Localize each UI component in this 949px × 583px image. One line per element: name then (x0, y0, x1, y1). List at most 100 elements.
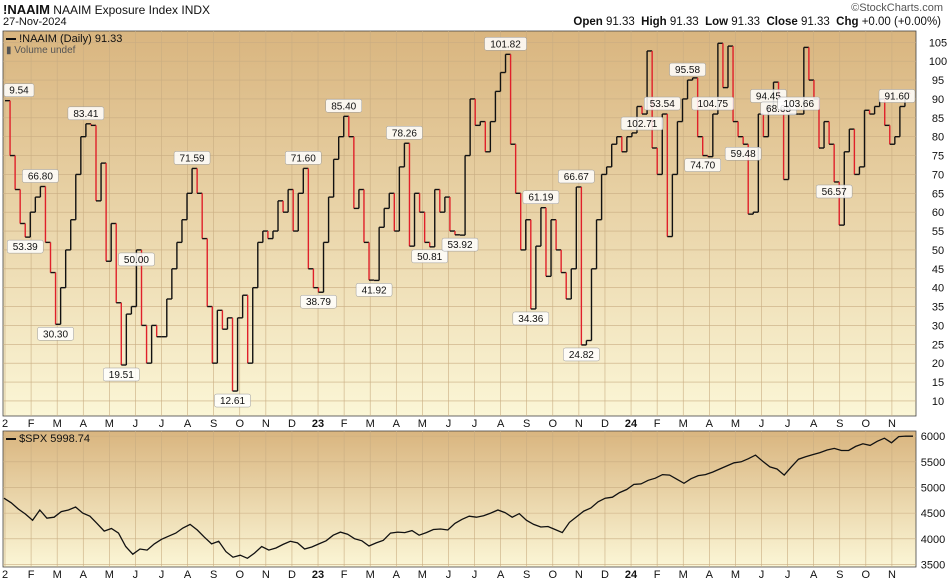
y-tick-label-upper: 95 (932, 75, 944, 87)
y-tick-label-upper: 20 (932, 358, 944, 370)
x-tick-label-upper: J (446, 418, 452, 430)
x-tick-label-upper: N (575, 418, 583, 430)
y-tick-label-upper: 30 (932, 320, 944, 332)
x-tick-label-upper: M (731, 418, 740, 430)
annotation-label: 91.60 (884, 91, 909, 102)
y-tick-label-lower: 5500 (921, 457, 945, 469)
x-tick-label-lower: S (523, 569, 530, 581)
annotation-label: 59.48 (731, 149, 756, 160)
annotation-box (620, 116, 664, 131)
legend-lower: $SPX 5998.74 (6, 433, 90, 445)
x-tick-label-lower: N (575, 569, 583, 581)
y-tick-label-lower: 3500 (921, 559, 945, 571)
x-tick-label-lower: A (80, 569, 88, 581)
annotation-box (325, 99, 362, 113)
annotation-label: 53.54 (650, 99, 675, 110)
y-tick-label-upper: 25 (932, 339, 944, 351)
y-tick-label-upper: 85 (932, 113, 944, 125)
x-tick-label-upper: J (759, 418, 765, 430)
annotation-label: 50.00 (124, 255, 149, 266)
y-tick-label-upper: 35 (932, 302, 944, 314)
annotation-label: 56.57 (822, 187, 847, 198)
symbol-name: NAAIM Exposure Index (53, 3, 179, 17)
annotation-label: 83.41 (73, 109, 98, 120)
annotation-label: 66.80 (28, 172, 53, 183)
x-tick-label-upper: O (549, 418, 558, 430)
x-tick-label-lower: O (235, 569, 244, 581)
x-tick-label-lower: O (549, 569, 558, 581)
annotation-label: 34.36 (518, 314, 543, 325)
x-tick-label-upper: D (601, 418, 609, 430)
x-tick-label-upper: A (393, 418, 401, 430)
annotation-box (441, 237, 479, 252)
chart-title: !NAAIM NAAIM Exposure Index INDX (3, 2, 210, 17)
x-tick-label-upper: 23 (312, 418, 324, 430)
annotation-box (386, 126, 423, 140)
annotation-label: 19.51 (109, 370, 134, 381)
annotation-label: 94.45 (756, 91, 781, 102)
annotation-box (724, 146, 762, 161)
legend-main: !NAAIM (Daily) 91.33 (6, 33, 122, 45)
x-tick-label-upper: A (810, 418, 818, 430)
annotation-box (285, 151, 322, 165)
x-tick-label-lower: M (53, 569, 62, 581)
x-tick-label-upper: 24 (625, 418, 638, 430)
x-tick-label-upper: A (706, 418, 714, 430)
ohlc-readout: Open 91.33 High 91.33 Low 91.33 Close 91… (573, 16, 941, 28)
watermark-text: ©StockCharts.com (851, 2, 943, 14)
x-tick-label-lower: J (759, 569, 765, 581)
annotation-label: 66.67 (564, 172, 589, 183)
legend-spx-line-icon (6, 438, 16, 441)
annotation-label: 85.40 (331, 101, 356, 112)
x-tick-label-lower: A (184, 569, 192, 581)
y-tick-label-upper: 100 (929, 56, 947, 68)
x-tick-label-upper: M (53, 418, 62, 430)
volume-bars-icon: ▮ (6, 45, 12, 56)
legend-volume-text: Volume undef (14, 45, 76, 56)
x-tick-label-upper: S (523, 418, 530, 430)
annotation-box (815, 184, 853, 199)
spx-series-line (3, 435, 914, 560)
annotation-box (563, 347, 600, 362)
annotation-box (118, 252, 155, 267)
annotation-box (3, 83, 35, 97)
high-label: High (641, 16, 667, 28)
annotation-label: 103.66 (783, 99, 814, 110)
x-tick-label-lower: 24 (625, 569, 638, 581)
annotation-label: 104.75 (698, 99, 729, 110)
chart-date: 27-Nov-2024 (3, 16, 67, 28)
y-tick-label-upper: 75 (932, 151, 944, 163)
x-tick-label-lower: D (601, 569, 609, 581)
x-tick-label-lower: M (731, 569, 740, 581)
x-tick-label-lower: J (785, 569, 791, 581)
y-tick-label-lower: 4500 (921, 508, 945, 520)
y-tick-label-lower: 4000 (921, 534, 945, 546)
x-tick-label-upper: S (210, 418, 217, 430)
open-value: 91.33 (605, 16, 635, 28)
x-tick-label-upper: F (341, 418, 348, 430)
x-tick-label-upper: M (418, 418, 427, 430)
x-tick-label-lower: A (706, 569, 714, 581)
annotation-label: 53.92 (448, 240, 473, 251)
annotation-label: 50.81 (417, 252, 442, 263)
exchange: INDX (181, 3, 211, 17)
y-tick-label-upper: 10 (932, 396, 944, 408)
y-tick-label-upper: 60 (932, 207, 944, 219)
x-tick-label-upper: J (133, 418, 139, 430)
annotation-box (484, 37, 527, 51)
watermark: ©StockCharts.com (851, 2, 943, 14)
x-tick-label-upper: F (28, 418, 35, 430)
annotation-label: 61.19 (528, 193, 553, 204)
x-tick-label-lower: 23 (312, 569, 324, 581)
annotation-box (411, 249, 448, 264)
x-tick-label-lower: J (159, 569, 165, 581)
x-tick-label-upper: M (679, 418, 688, 430)
annotation-box (644, 96, 681, 111)
x-tick-label-lower: A (393, 569, 401, 581)
annotation-label: 30.30 (43, 329, 68, 340)
open-label: Open (573, 16, 603, 28)
x-tick-label-upper: M (105, 418, 114, 430)
x-tick-label-lower: N (888, 569, 896, 581)
